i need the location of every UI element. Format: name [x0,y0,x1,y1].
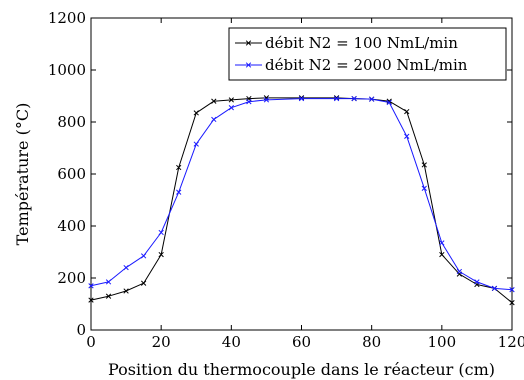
data-point [404,108,410,115]
data-point [351,95,357,102]
data-point [246,99,252,105]
y-tick-label: 200 [57,269,86,287]
x-tick-label: 40 [222,333,241,351]
data-point [176,189,182,195]
data-point [439,251,445,258]
data-point [228,105,234,111]
data-point [228,97,234,103]
data-point [88,297,94,303]
data-point [509,300,515,306]
data-point [140,280,147,286]
data-point [211,98,217,104]
y-tick-label: 1000 [48,61,86,79]
x-tick-label: 120 [498,333,524,351]
data-point [474,279,480,285]
y-tick-label: 400 [57,217,86,235]
data-point [105,293,112,299]
data-point [105,279,112,285]
data-point [333,95,340,102]
data-point [369,96,375,102]
x-tick-label: 80 [362,333,381,351]
data-point [386,98,392,104]
legend-box [228,27,507,81]
data-point [211,116,217,123]
legend-entry: débit N2 = 100 NmL/min [235,34,458,52]
data-point [193,141,199,147]
data-point [298,95,305,102]
x-axis-label: Position du thermocouple dans le réacteu… [108,360,495,379]
legend-label: débit N2 = 2000 NmL/min [265,56,468,74]
data-point [193,110,199,116]
data-point [404,133,410,139]
x-tick-label: 0 [86,333,96,351]
y-tick-label: 0 [76,321,86,339]
x-tick-label: 100 [428,333,457,351]
data-point [421,185,427,191]
data-point [88,283,94,289]
data-point [298,95,305,101]
y-axis-label: Température (°C) [13,103,32,246]
y-tick-label: 1200 [48,9,86,27]
x-tick-label: 60 [292,333,311,351]
data-point [158,251,164,258]
data-point [386,99,392,106]
data-point [333,95,340,101]
data-point [176,164,182,171]
legend: débit N2 = 100 NmL/min débit N2 = 2000 Nm… [228,27,507,81]
legend-label: débit N2 = 100 NmL/min [265,34,458,52]
data-point [439,240,445,246]
series-layer [88,95,515,306]
data-point [123,264,129,271]
data-point [245,40,252,46]
data-point [456,268,463,275]
data-point [158,229,164,236]
x-tick-label: 20 [152,333,171,351]
data-point [140,253,147,259]
data-point [245,62,252,68]
data-point [491,285,498,292]
series-2 [88,95,515,293]
series-line [90,98,513,291]
series-1 [88,95,515,306]
legend-entry: débit N2 = 2000 NmL/min [235,56,468,74]
y-tick-label: 600 [57,165,86,183]
y-tick-label: 800 [57,113,86,131]
data-point [123,288,129,294]
data-point [509,287,515,293]
series-line [90,97,513,304]
data-point [263,97,270,103]
axis-ticks [90,17,513,331]
data-point [421,162,427,168]
